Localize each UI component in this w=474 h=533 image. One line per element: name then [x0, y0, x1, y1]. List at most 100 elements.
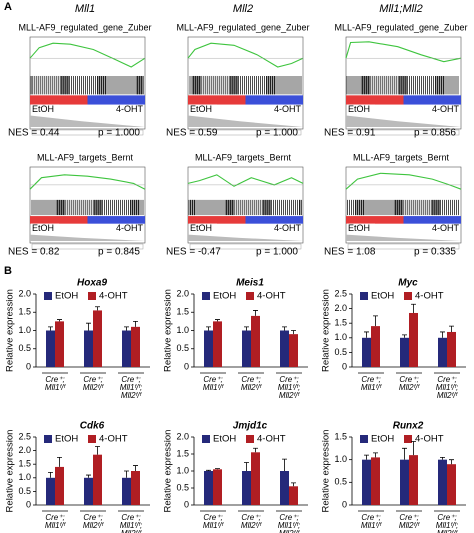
rank-bar-red — [188, 95, 246, 105]
y-tick-label: 2.0 — [334, 303, 347, 313]
chart-title: Meis1 — [236, 278, 264, 289]
phenotype-left: EtOH — [348, 104, 370, 114]
p-value: p = 1.000 — [256, 247, 298, 258]
y-axis-label: Relative expression — [163, 289, 174, 372]
phenotype-right: 4-OHT — [116, 104, 144, 114]
x-tick-label: Cre⁺; — [437, 513, 456, 522]
phenotype-left: EtOH — [32, 104, 54, 114]
panel-label: B — [4, 265, 12, 277]
chart-title: Myc — [398, 278, 418, 289]
x-tick-label: Mll1ᶠ/ᶠ; — [436, 383, 458, 392]
bar — [362, 337, 371, 367]
bar — [400, 459, 409, 505]
y-tick-label: 0.5 — [18, 343, 31, 353]
error-bar — [95, 306, 100, 311]
error-bar — [364, 454, 369, 460]
x-tick-label: Mll1ᶠ/ᶠ — [45, 521, 67, 530]
error-bar — [95, 446, 100, 455]
legend-swatch — [88, 435, 96, 443]
x-tick-label: Mll1ᶠ/ᶠ; — [120, 383, 142, 392]
error-bar — [402, 447, 407, 460]
error-bar — [124, 470, 129, 478]
y-tick-label: 2.5 — [18, 431, 31, 441]
ranked-metric — [188, 115, 303, 127]
x-tick-label: Cre⁺; — [279, 513, 298, 522]
ranked-metric — [30, 115, 145, 127]
y-tick-label: 1.0 — [176, 325, 189, 335]
phenotype-left: EtOH — [190, 104, 212, 114]
rank-bar-red — [346, 216, 404, 224]
bar — [93, 454, 102, 505]
error-bar — [282, 458, 287, 471]
y-axis-label: Relative expression — [5, 289, 16, 372]
rank-bar-red — [188, 216, 246, 224]
gsea-legend — [347, 243, 460, 250]
x-tick-label: Cre⁺; — [83, 513, 102, 522]
ranked-metric — [188, 234, 303, 241]
x-tick-label: Mll2ᶠ/ᶠ — [121, 529, 143, 533]
bar — [362, 459, 371, 505]
legend-label: 4-OHT — [415, 434, 444, 445]
x-tick-label: Mll1ᶠ/ᶠ — [45, 383, 67, 392]
y-axis-label: Relative expression — [321, 430, 332, 513]
legend-swatch — [44, 292, 52, 300]
chart-title: Hoxa9 — [77, 278, 107, 289]
bar — [280, 330, 289, 367]
x-tick-label: Mll1ᶠ/ᶠ — [203, 521, 225, 530]
rank-label-bg — [189, 104, 217, 115]
x-tick-label: Cre⁺; — [83, 375, 102, 384]
x-tick-label: Mll1ᶠ/ᶠ; — [436, 521, 458, 530]
phenotype-right: 4-OHT — [274, 223, 302, 233]
chart-title: Runx2 — [393, 421, 424, 432]
column-header: Mll1 — [75, 3, 95, 15]
x-tick-label: Cre⁺; — [203, 375, 222, 384]
bar — [46, 477, 55, 505]
nes: NES = 1.08 — [324, 247, 376, 258]
p-value: p = 0.335 — [414, 247, 456, 258]
error-bar — [48, 471, 53, 478]
y-tick-label: 1.5 — [18, 459, 31, 469]
phenotype-left: EtOH — [190, 223, 212, 233]
bar — [204, 330, 213, 367]
error-bar — [215, 468, 220, 470]
x-tick-label: Mll2ᶠ/ᶠ — [83, 521, 105, 530]
error-bar — [57, 457, 62, 467]
error-bar — [206, 469, 211, 471]
y-tick-label: 2.0 — [18, 288, 31, 298]
chart-title: Cdk6 — [80, 421, 105, 432]
x-tick-label: Cre⁺; — [121, 375, 140, 384]
y-tick-label: 0 — [184, 361, 189, 371]
x-tick-label: Mll2ᶠ/ᶠ — [399, 383, 421, 392]
rank-bar-blue — [87, 95, 145, 105]
error-bar — [48, 326, 53, 331]
x-tick-label: Mll2ᶠ/ᶠ — [437, 529, 459, 533]
gsea-title: MLL-AF9_regulated_gene_Zuber — [176, 22, 309, 32]
legend-swatch — [246, 435, 254, 443]
ranked-metric — [346, 115, 461, 127]
rank-bar-blue — [403, 95, 461, 105]
error-bar — [291, 330, 296, 335]
x-tick-label: Cre⁺; — [361, 375, 380, 384]
y-tick-label: 0 — [342, 499, 347, 509]
y-tick-label: 0.5 — [176, 482, 189, 492]
error-bar — [373, 315, 378, 327]
x-tick-label: Mll1ᶠ/ᶠ — [361, 383, 383, 392]
enrichment-curve — [29, 174, 146, 190]
legend-swatch — [202, 292, 210, 300]
y-tick-label: 0.5 — [334, 477, 347, 487]
bar — [371, 326, 380, 367]
error-bar — [364, 331, 369, 338]
x-tick-label: Cre⁺; — [45, 375, 64, 384]
gsea-legend — [31, 243, 144, 250]
y-tick-label: 1.5 — [176, 448, 189, 458]
bar — [93, 310, 102, 367]
x-tick-label: Cre⁺; — [279, 375, 298, 384]
x-tick-label: Mll1ᶠ/ᶠ; — [120, 521, 142, 530]
bar — [289, 334, 298, 367]
phenotype-right: 4-OHT — [432, 223, 460, 233]
error-bar — [440, 331, 445, 338]
legend-label: 4-OHT — [415, 291, 444, 302]
phenotype-right: 4-OHT — [432, 104, 460, 114]
error-bar — [253, 310, 258, 316]
x-tick-label: Mll2ᶠ/ᶠ — [121, 391, 143, 400]
